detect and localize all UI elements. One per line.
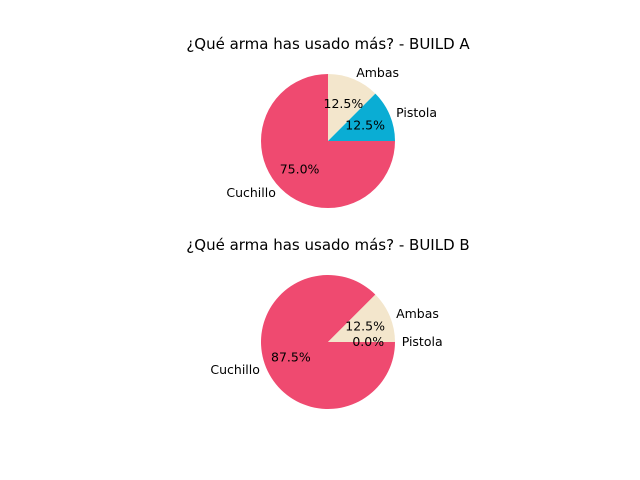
pie-chart-build-a: ¿Qué arma has usado más? - BUILD A Pisto…	[186, 35, 470, 208]
slice-percent-pistola: 0.0%	[352, 334, 384, 349]
slice-percent-pistola: 12.5%	[345, 118, 385, 133]
slice-label-cuchillo: Cuchillo	[226, 185, 276, 200]
slice-label-pistola: Pistola	[396, 105, 437, 120]
slice-percent-cuchillo: 75.0%	[280, 161, 320, 176]
slice-label-ambas: Ambas	[396, 306, 439, 321]
pie-slice-ambas	[328, 294, 395, 342]
slice-label-pistola: Pistola	[402, 334, 443, 349]
slice-label-ambas: Ambas	[356, 65, 399, 80]
slice-percent-ambas: 12.5%	[345, 319, 385, 334]
pie-slice-pistola	[328, 93, 395, 141]
pie-chart-build-b: ¿Qué arma has usado más? - BUILD B Pisto…	[186, 236, 470, 409]
slice-label-cuchillo: Cuchillo	[210, 362, 260, 377]
pie-slice-ambas	[328, 74, 376, 141]
slice-percent-cuchillo: 87.5%	[271, 349, 311, 364]
slice-percent-ambas: 12.5%	[324, 96, 364, 111]
chart-title-build-b: ¿Qué arma has usado más? - BUILD B	[186, 236, 469, 254]
chart-title-build-a: ¿Qué arma has usado más? - BUILD A	[186, 35, 470, 53]
